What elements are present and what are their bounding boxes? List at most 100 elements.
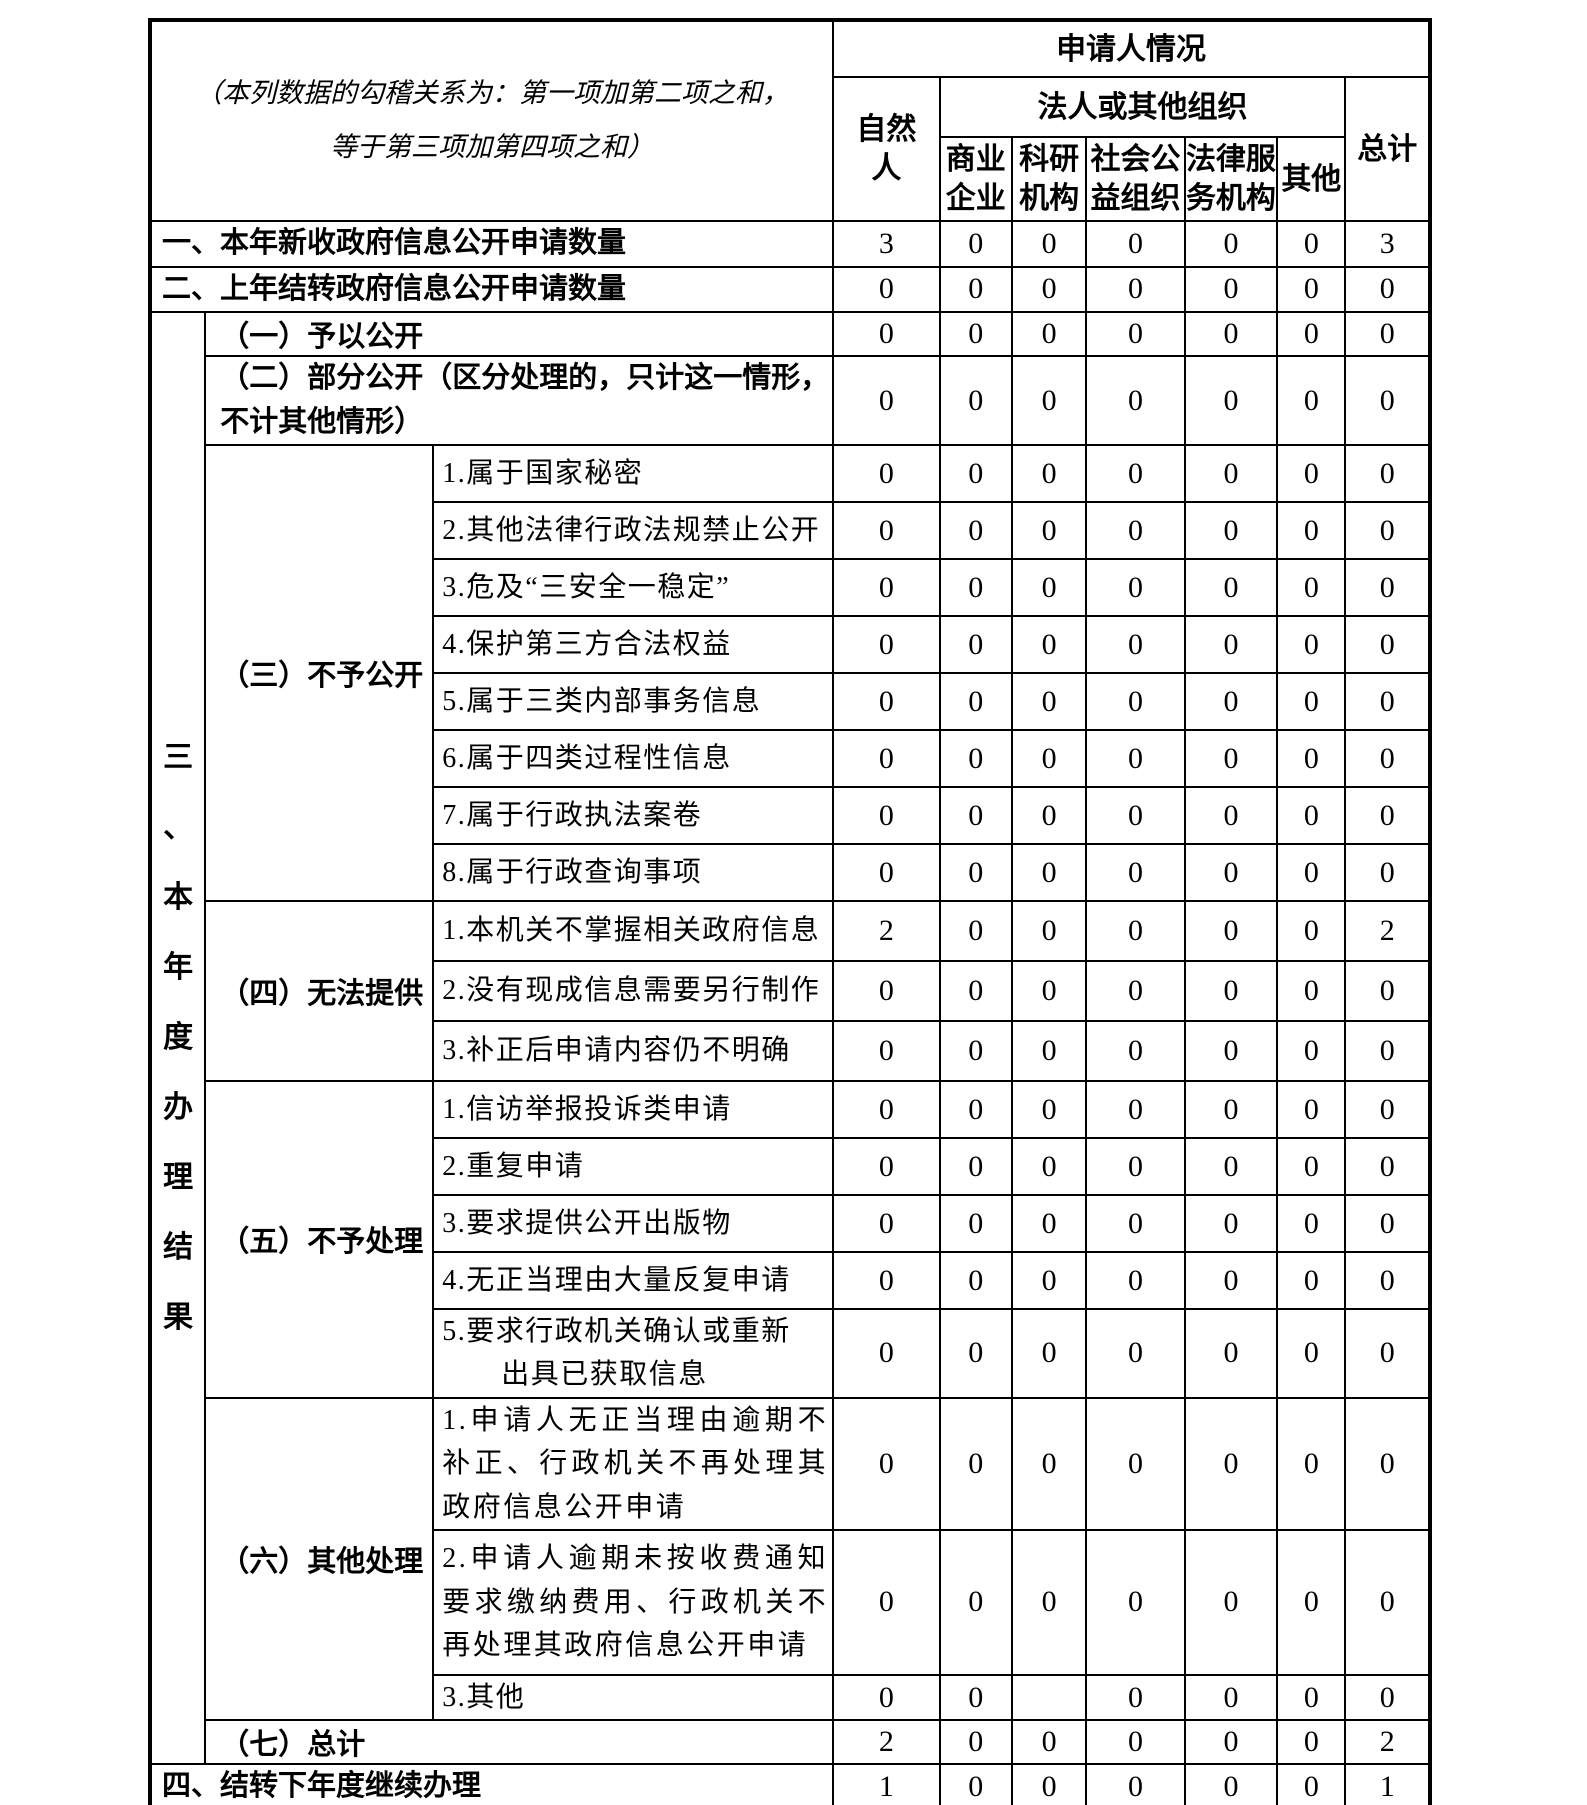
value-cell: 0 <box>1344 672 1431 731</box>
row-label: 一、本年新收政府信息公开申请数量 <box>148 220 835 268</box>
value-cell: 0 <box>1276 786 1347 845</box>
value-cell: 0 <box>1010 672 1088 731</box>
value-cell: 0 <box>938 1763 1013 1805</box>
row-label: （二）部分公开（区分处理的，只计这一情形，不计其他情形） <box>204 355 835 446</box>
value-cell: 0 <box>832 311 941 357</box>
value-cell: 0 <box>1276 1020 1347 1082</box>
group-label: （六）其他处理 <box>204 1396 435 1722</box>
value-cell: 0 <box>1276 1251 1347 1310</box>
value-cell: 0 <box>832 1251 941 1310</box>
value-cell: 0 <box>938 615 1013 674</box>
value-cell: 0 <box>1085 1194 1186 1253</box>
value-cell: 1 <box>1344 1763 1431 1805</box>
value-cell: 0 <box>832 444 941 503</box>
value-cell: 0 <box>938 729 1013 788</box>
note-cell: （本列数据的勾稽关系为：第一项加第二项之和， 等于第三项加第四项之和） <box>148 19 835 222</box>
value-cell: 0 <box>1344 1396 1431 1531</box>
row-label: 1.申请人无正当理由逾期不补正、行政机关不再处理其政府信息公开申请 <box>432 1396 835 1531</box>
value-cell <box>1010 1673 1088 1722</box>
value-cell: 0 <box>1276 1308 1347 1399</box>
value-cell: 0 <box>1085 672 1186 731</box>
value-cell: 0 <box>1344 1080 1431 1139</box>
header-row-3: 商业企业 科研机构 社会公益组织 法律服务机构 其他 <box>150 136 1430 222</box>
value-cell: 0 <box>1085 1528 1186 1676</box>
value-cell: 0 <box>1085 1020 1186 1082</box>
section3-vertical-text: 三、本年度办理结果 <box>163 741 194 1335</box>
value-cell: 0 <box>1183 729 1279 788</box>
col-header-total: 总计 <box>1344 76 1431 222</box>
value-cell: 0 <box>1276 311 1347 357</box>
value-cell: 0 <box>1183 615 1279 674</box>
value-cell: 2 <box>832 900 941 962</box>
value-cell: 0 <box>1276 265 1347 313</box>
row-label: （七）总计 <box>204 1719 835 1766</box>
value-cell: 0 <box>938 1308 1013 1399</box>
value-cell: 0 <box>938 1194 1013 1253</box>
value-cell: 0 <box>938 1673 1013 1722</box>
value-cell: 0 <box>938 1396 1013 1531</box>
value-cell: 0 <box>1183 1137 1279 1196</box>
value-cell: 0 <box>1276 960 1347 1022</box>
value-cell: 0 <box>938 1528 1013 1676</box>
value-cell: 0 <box>832 1673 941 1722</box>
value-cell: 0 <box>832 1194 941 1253</box>
value-cell: 0 <box>1276 1137 1347 1196</box>
value-cell: 0 <box>1085 1080 1186 1139</box>
value-cell: 0 <box>1276 501 1347 560</box>
group-label: （五）不予处理 <box>204 1080 435 1399</box>
value-cell: 0 <box>938 558 1013 617</box>
value-cell: 0 <box>1183 786 1279 845</box>
row-label: 3.补正后申请内容仍不明确 <box>432 1020 835 1082</box>
value-cell: 0 <box>1276 1396 1347 1531</box>
col-header-commercial: 商业企业 <box>938 136 1013 222</box>
value-cell: 0 <box>832 1308 941 1399</box>
value-cell: 0 <box>1344 355 1431 446</box>
value-cell: 0 <box>938 843 1013 902</box>
value-cell: 0 <box>1183 1396 1279 1531</box>
value-cell: 0 <box>1010 960 1088 1022</box>
value-cell: 0 <box>1276 1194 1347 1253</box>
row-label: 6.属于四类过程性信息 <box>432 729 835 788</box>
value-cell: 0 <box>1344 1020 1431 1082</box>
value-cell: 0 <box>938 220 1013 268</box>
value-cell: 0 <box>1183 1251 1279 1310</box>
value-cell: 0 <box>938 501 1013 560</box>
value-cell: 0 <box>1085 355 1186 446</box>
value-cell: 0 <box>1010 729 1088 788</box>
header-row-1: （本列数据的勾稽关系为：第一项加第二项之和， 等于第三项加第四项之和） 申请人情… <box>148 19 1431 222</box>
value-cell: 0 <box>1010 1194 1088 1253</box>
row-label: 3.危及“三安全一稳定” <box>432 558 835 617</box>
value-cell: 0 <box>938 1080 1013 1139</box>
value-cell: 0 <box>832 843 941 902</box>
row-label: 2.重复申请 <box>432 1137 835 1196</box>
value-cell: 0 <box>832 729 941 788</box>
value-cell: 0 <box>1344 558 1431 617</box>
value-cell: 0 <box>1085 311 1186 357</box>
group-label: （三）不予公开 <box>204 444 435 902</box>
value-cell: 0 <box>1344 960 1431 1022</box>
value-cell: 0 <box>1276 1080 1347 1139</box>
header-row-2: 自然人 法人或其他组织 总计 <box>150 76 1431 222</box>
value-cell: 0 <box>938 1251 1013 1310</box>
row-label: 4.保护第三方合法权益 <box>432 615 835 674</box>
value-cell: 0 <box>1276 1719 1347 1766</box>
row-label: （一）予以公开 <box>204 311 835 357</box>
value-cell: 0 <box>1010 786 1088 845</box>
value-cell: 0 <box>938 444 1013 503</box>
value-cell: 0 <box>1344 1528 1431 1676</box>
value-cell: 0 <box>832 558 941 617</box>
value-cell: 0 <box>1276 615 1347 674</box>
